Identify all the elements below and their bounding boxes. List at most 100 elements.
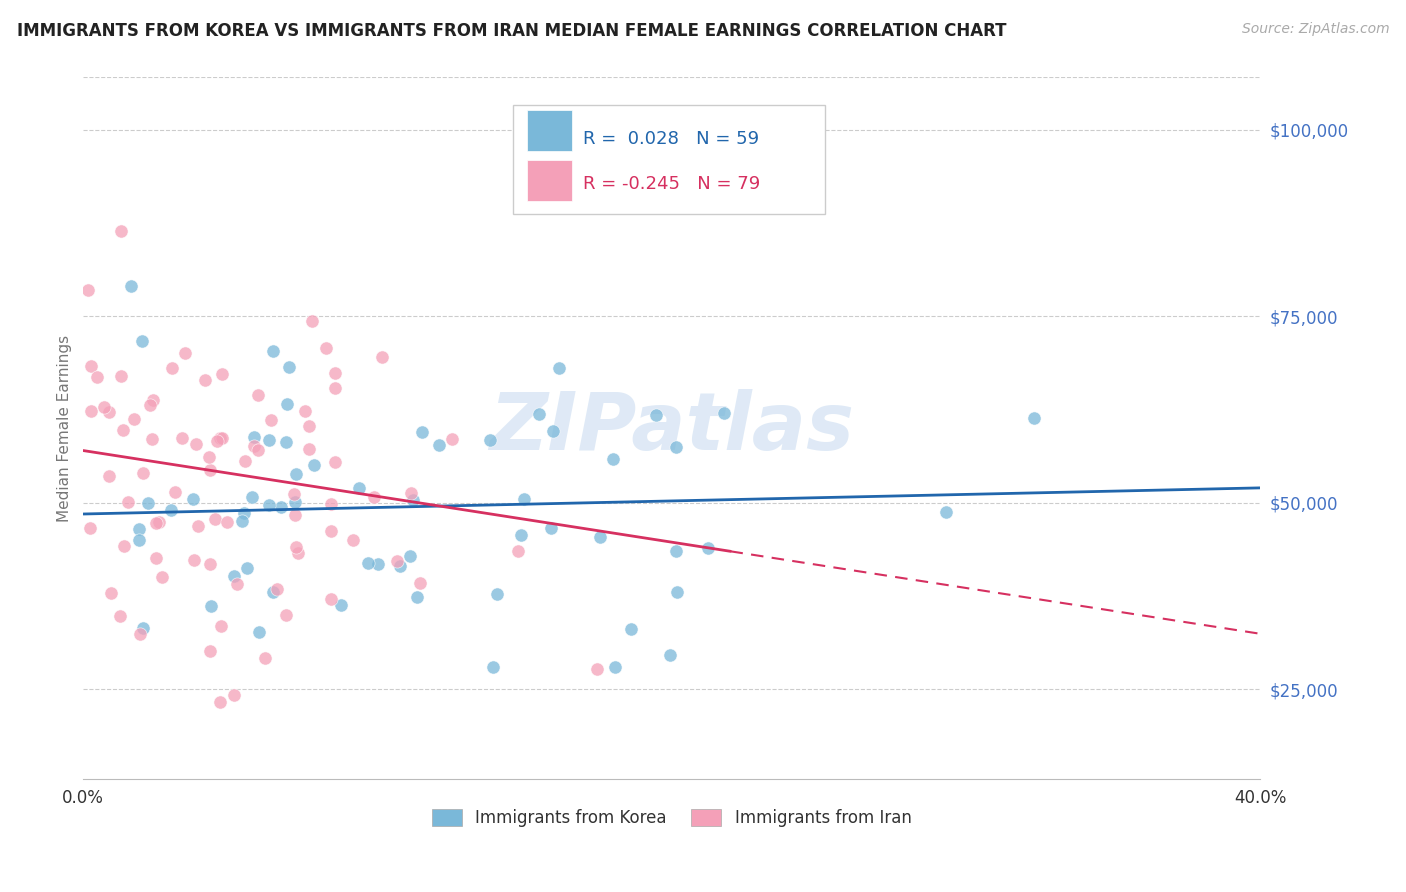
- Point: [262, 343, 284, 358]
- Point: [347, 481, 370, 495]
- Point: [98, 404, 121, 418]
- Point: [236, 560, 259, 574]
- Point: [242, 430, 264, 444]
- Point: [198, 644, 221, 658]
- Point: [389, 559, 412, 574]
- Point: [152, 570, 174, 584]
- Point: [323, 380, 346, 394]
- Point: [935, 505, 957, 519]
- Point: [131, 334, 153, 348]
- Point: [285, 467, 308, 481]
- Point: [76, 283, 98, 297]
- Point: [80, 359, 103, 374]
- Point: [240, 490, 263, 504]
- FancyBboxPatch shape: [513, 105, 824, 214]
- Point: [231, 514, 253, 528]
- Point: [298, 442, 321, 457]
- Point: [297, 418, 319, 433]
- Point: [183, 553, 205, 567]
- Point: [86, 369, 108, 384]
- Point: [184, 437, 207, 451]
- Point: [204, 511, 226, 525]
- Point: [301, 314, 323, 328]
- Point: [200, 557, 222, 571]
- Point: [247, 442, 270, 457]
- Point: [399, 549, 422, 564]
- Point: [110, 224, 132, 238]
- Y-axis label: Median Female Earnings: Median Female Earnings: [58, 334, 72, 522]
- Point: [342, 533, 364, 548]
- Point: [253, 651, 276, 665]
- Point: [605, 660, 627, 674]
- Point: [315, 342, 337, 356]
- Point: [100, 586, 122, 600]
- Point: [401, 486, 423, 500]
- Point: [145, 550, 167, 565]
- Text: ZIPatlas: ZIPatlas: [489, 389, 853, 467]
- Point: [357, 557, 380, 571]
- Point: [120, 279, 142, 293]
- Point: [665, 543, 688, 558]
- Point: [138, 398, 160, 412]
- Point: [209, 695, 232, 709]
- FancyBboxPatch shape: [527, 111, 572, 151]
- Point: [363, 490, 385, 504]
- Point: [278, 359, 301, 374]
- Point: [198, 450, 221, 464]
- Point: [287, 546, 309, 560]
- Point: [427, 438, 450, 452]
- Point: [160, 361, 183, 376]
- Point: [387, 554, 409, 568]
- Point: [173, 346, 195, 360]
- Point: [1024, 410, 1046, 425]
- Point: [620, 623, 643, 637]
- Point: [408, 575, 430, 590]
- Point: [172, 432, 194, 446]
- Point: [205, 434, 228, 449]
- Point: [108, 609, 131, 624]
- Point: [111, 423, 134, 437]
- Point: [79, 404, 101, 418]
- Point: [163, 485, 186, 500]
- Point: [479, 433, 502, 447]
- Point: [284, 540, 307, 554]
- Point: [481, 660, 503, 674]
- Point: [713, 406, 735, 420]
- Point: [529, 407, 551, 421]
- Point: [225, 576, 247, 591]
- Point: [513, 492, 536, 507]
- Point: [141, 432, 163, 446]
- Point: [246, 387, 269, 401]
- Point: [284, 508, 307, 522]
- Point: [274, 607, 297, 622]
- FancyBboxPatch shape: [527, 161, 572, 202]
- Point: [257, 433, 280, 447]
- Text: R = -0.245   N = 79: R = -0.245 N = 79: [583, 175, 761, 193]
- Point: [136, 496, 159, 510]
- Point: [209, 619, 232, 633]
- Point: [247, 624, 270, 639]
- Point: [159, 502, 181, 516]
- Point: [276, 397, 298, 411]
- Point: [402, 493, 425, 508]
- Point: [142, 393, 165, 408]
- Point: [110, 368, 132, 383]
- Point: [276, 435, 298, 450]
- Point: [200, 599, 222, 614]
- Point: [283, 486, 305, 500]
- Point: [644, 408, 666, 422]
- Point: [696, 541, 718, 555]
- Point: [319, 524, 342, 538]
- Point: [132, 466, 155, 480]
- Point: [659, 648, 682, 662]
- Point: [371, 350, 394, 364]
- Point: [260, 413, 283, 427]
- Point: [548, 361, 571, 376]
- Point: [198, 463, 221, 477]
- Point: [506, 544, 529, 558]
- Point: [79, 520, 101, 534]
- Point: [128, 523, 150, 537]
- Point: [602, 451, 624, 466]
- Point: [302, 458, 325, 472]
- Point: [266, 582, 288, 597]
